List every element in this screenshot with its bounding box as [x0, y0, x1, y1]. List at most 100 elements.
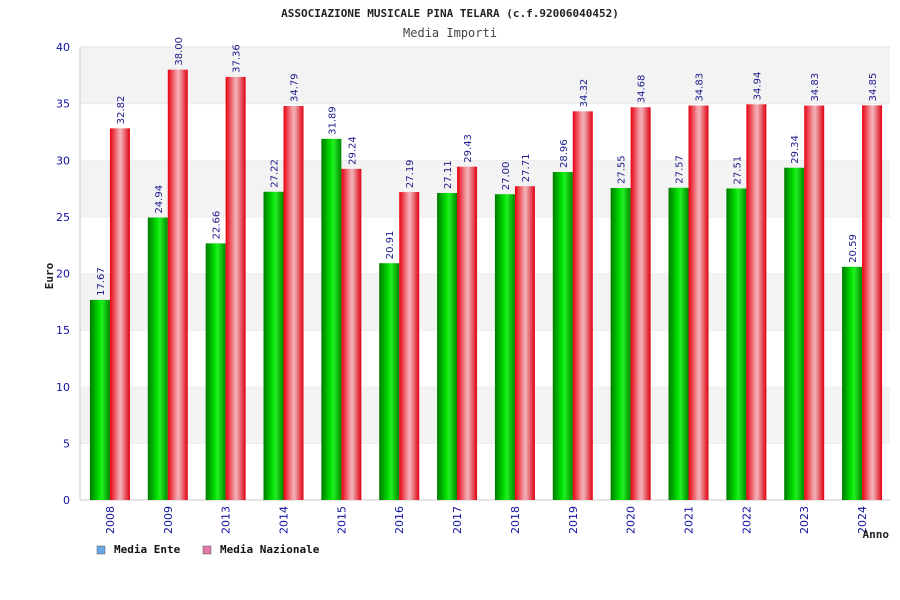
bar-media-nazionale	[688, 105, 709, 501]
x-tick-label: 2024	[856, 506, 869, 534]
x-tick-label: 2014	[278, 506, 291, 534]
bar-media-ente	[552, 172, 573, 500]
legend-swatch-media-ente	[96, 545, 106, 555]
bar-media-ente	[784, 167, 805, 501]
x-tick-label: 2018	[509, 506, 522, 534]
grid-band	[80, 216, 890, 274]
value-labels: 17.67 32.82 24.94 38.00 22.66 37.36 27.22 34.79…	[96, 37, 879, 296]
x-tick-label: 2016	[393, 506, 406, 534]
bar-media-ente	[494, 194, 515, 500]
y-tick-label: 30	[56, 154, 70, 167]
x-tick-label: 2020	[625, 506, 638, 534]
grid-band	[80, 273, 890, 331]
value-label-media-nazionale: 29.43	[463, 134, 474, 163]
bar-media-ente	[89, 299, 110, 500]
bar-media-nazionale	[514, 186, 535, 500]
legend-swatch-media-nazionale	[202, 545, 212, 555]
x-tick-label: 2015	[335, 506, 348, 534]
bar-media-ente	[147, 217, 168, 500]
value-label-media-ente: 27.22	[270, 159, 281, 188]
value-label-media-nazionale: 29.24	[347, 136, 358, 165]
x-tick-label: 2023	[798, 506, 811, 534]
value-label-media-ente: 27.11	[443, 160, 454, 189]
value-label-media-nazionale: 34.79	[290, 73, 301, 102]
value-label-media-ente: 24.94	[154, 185, 165, 214]
grid-band	[80, 386, 890, 444]
grid-band	[80, 47, 890, 104]
y-tick-label: 0	[63, 494, 70, 507]
y-tick-label: 5	[63, 437, 70, 450]
bar-media-ente	[842, 266, 863, 500]
bar-media-nazionale	[283, 106, 304, 501]
value-label-media-ente: 20.59	[848, 234, 859, 263]
bars	[89, 69, 883, 501]
bar-media-ente	[321, 138, 342, 500]
value-label-media-ente: 22.66	[212, 211, 223, 240]
bar-media-nazionale	[804, 105, 825, 501]
x-axis-label: Anno	[863, 528, 890, 541]
bar-media-ente	[610, 187, 631, 500]
value-label-media-ente: 31.89	[327, 106, 338, 135]
y-axis-label: Euro	[43, 262, 56, 289]
value-label-media-ente: 20.91	[385, 231, 396, 260]
bar-media-ente	[437, 192, 458, 500]
y-tick-label: 40	[56, 41, 70, 54]
value-label-media-nazionale: 37.36	[232, 44, 243, 73]
x-tick-label: 2008	[104, 506, 117, 534]
bar-media-ente	[263, 191, 284, 500]
value-label-media-ente: 28.96	[559, 139, 570, 168]
x-tick-label: 2022	[740, 506, 753, 534]
bar-media-ente	[726, 188, 747, 500]
value-label-media-nazionale: 32.82	[116, 96, 127, 125]
value-label-media-nazionale: 34.94	[752, 72, 763, 101]
bar-media-nazionale	[746, 104, 767, 500]
legend: Media Ente Media Nazionale	[96, 543, 320, 556]
y-tick-label: 25	[56, 211, 70, 224]
value-label-media-nazionale: 27.71	[521, 154, 532, 183]
bar-media-nazionale	[167, 69, 188, 501]
bar-media-ente	[668, 187, 689, 500]
bar-media-nazionale	[399, 192, 420, 501]
bar-media-nazionale	[862, 105, 883, 500]
grid-band	[80, 103, 890, 161]
legend-label-media-ente: Media Ente	[114, 543, 181, 556]
x-tick-label: 2019	[567, 506, 580, 534]
chart-title: ASSOCIAZIONE MUSICALE PINA TELARA (c.f.9…	[281, 7, 619, 20]
value-label-media-ente: 29.34	[790, 135, 801, 164]
y-tick-label: 20	[56, 268, 70, 281]
x-tick-label: 2013	[220, 506, 233, 534]
bar-media-ente	[205, 243, 226, 501]
value-label-media-nazionale: 27.19	[405, 159, 416, 188]
legend-label-media-nazionale: Media Nazionale	[220, 543, 320, 556]
chart-subtitle: Media Importi	[403, 26, 497, 40]
value-label-media-nazionale: 34.68	[637, 75, 648, 104]
value-label-media-nazionale: 34.32	[579, 79, 590, 108]
y-tick-label: 10	[56, 381, 70, 394]
x-tick-label: 2017	[451, 506, 464, 534]
bar-media-ente	[379, 263, 400, 500]
value-label-media-ente: 17.67	[96, 267, 107, 296]
value-label-media-ente: 27.00	[501, 162, 512, 191]
x-axis: 2008 2009 2013 2014 2015 2016 2017 2018 2019 2020…	[104, 506, 869, 534]
y-tick-label: 15	[56, 324, 70, 337]
grid-band	[80, 330, 890, 387]
bar-media-nazionale	[225, 76, 246, 500]
value-label-media-ente: 27.51	[732, 156, 743, 185]
value-label-media-nazionale: 38.00	[174, 37, 185, 66]
plot-background	[79, 46, 890, 501]
bar-media-nazionale	[109, 128, 130, 500]
value-label-media-ente: 27.57	[675, 155, 686, 184]
x-tick-label: 2021	[683, 506, 696, 534]
bar-media-nazionale	[572, 111, 593, 501]
value-label-media-nazionale: 34.83	[695, 73, 706, 102]
grid-band	[80, 160, 890, 217]
y-axis: 0 5 10 15 20 25 30 35 40	[56, 41, 70, 507]
bar-media-nazionale	[630, 107, 651, 501]
y-tick-label: 35	[56, 98, 70, 111]
grid-band	[80, 443, 890, 500]
bar-media-nazionale	[341, 168, 362, 500]
x-tick-label: 2009	[162, 506, 175, 534]
bar-media-nazionale	[457, 166, 478, 500]
value-label-media-ente: 27.55	[617, 155, 628, 184]
